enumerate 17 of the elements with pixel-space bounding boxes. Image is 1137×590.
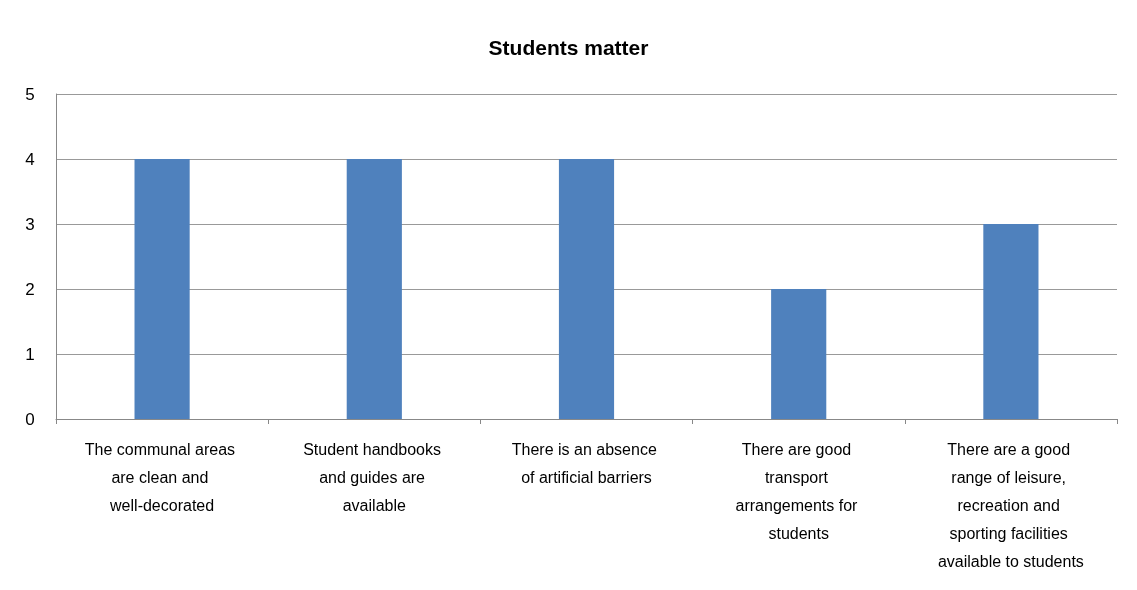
bar bbox=[134, 159, 190, 419]
y-tick-label: 5 bbox=[25, 84, 35, 104]
x-tick-label: The communal areas are clean and well-decorated bbox=[84, 440, 240, 514]
x-tick-label: There are good transport arrangements for students bbox=[735, 440, 862, 542]
y-tick-label: 4 bbox=[25, 149, 35, 169]
x-tick-label: There is an absence of artificial barriers bbox=[511, 440, 662, 486]
chart-title: Students matter bbox=[488, 36, 649, 59]
bar bbox=[346, 159, 402, 419]
y-tick-label: 0 bbox=[25, 409, 35, 429]
x-tick-label: Student handbooks and guides are available bbox=[303, 440, 446, 514]
bar bbox=[771, 289, 827, 419]
y-tick-label: 2 bbox=[25, 279, 35, 299]
bar bbox=[558, 159, 615, 419]
y-tick-label: 3 bbox=[25, 214, 35, 234]
bar bbox=[983, 224, 1039, 419]
x-tick-label: There are a good range of leisure, recreation and sporting facilities available to students bbox=[937, 440, 1084, 570]
y-tick-label: 1 bbox=[25, 344, 35, 364]
